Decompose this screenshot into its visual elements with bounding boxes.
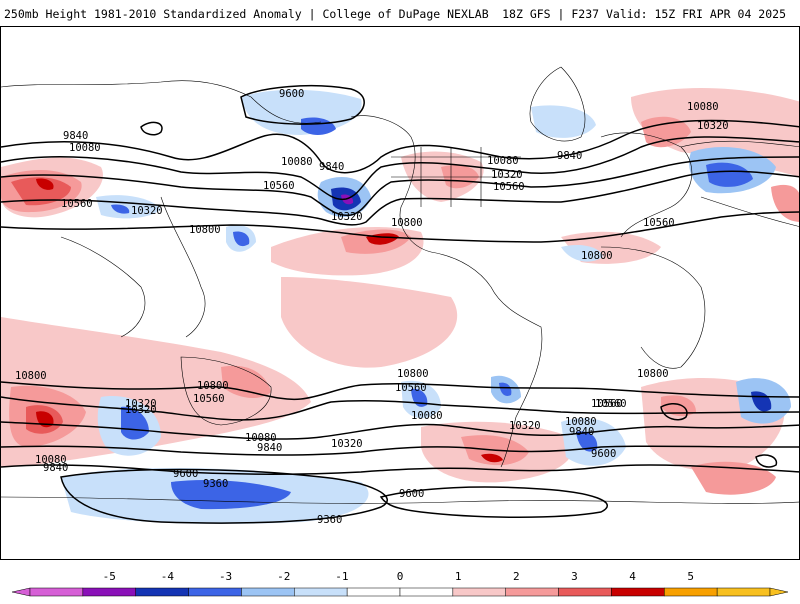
header: 250mb Height 1981-2010 Standardized Anom… (0, 0, 800, 28)
contour-label: 10560 (61, 198, 93, 210)
contour-label: 10800 (197, 380, 229, 392)
colorbar-swatch (611, 587, 665, 597)
colorbar-tick-label: 3 (571, 570, 578, 583)
contour-label: 9360 (317, 514, 342, 526)
colorbar-swatch (241, 587, 295, 597)
contour-label: 10320 (491, 169, 523, 181)
contour-label: 9600 (591, 448, 616, 460)
colorbar-swatches (11, 587, 789, 597)
colorbar-swatch (135, 587, 189, 597)
model-run-info: 18Z GFS | F237 Valid: 15Z FRI APR 04 202… (502, 7, 786, 21)
colorbar-tick-label: -5 (103, 570, 116, 583)
contour-label: 9600 (399, 488, 424, 500)
colorbar-tick-label: -1 (335, 570, 348, 583)
colorbar-swatch (505, 587, 559, 597)
contour-label: 9600 (279, 88, 304, 100)
contour-label: 10080 (281, 156, 313, 168)
colorbar-tick-label: 0 (397, 570, 404, 583)
colorbar-canvas: -5 -4 -3 -2 -1 0 1 2 3 4 5 (11, 570, 789, 597)
contour-label: 10320 (125, 398, 157, 410)
colorbar-tick-label: 1 (455, 570, 462, 583)
contour-label: 9840 (257, 442, 282, 454)
height-contours (1, 85, 799, 524)
contour-label: 10080 (487, 155, 519, 167)
contour-label: 10560 (643, 217, 675, 229)
contour-label: 10560 (493, 181, 525, 193)
contour-label: 10320 (125, 404, 157, 416)
contour-label: 10320 (697, 120, 729, 132)
colorbar-tick-label: -3 (219, 570, 232, 583)
contour-label: 10080 (35, 454, 67, 466)
contour-label: 10800 (189, 224, 221, 236)
contour-label: 9600 (173, 468, 198, 480)
contour-label: 10080 (69, 142, 101, 154)
map-canvas: 9600 9840 10080 10560 10320 10080 9840 1… (1, 66, 799, 526)
colorbar-tick-label: 5 (687, 570, 694, 583)
colorbar-swatch (664, 587, 718, 597)
colorbar: -5 -4 -3 -2 -1 0 1 2 3 4 5 (0, 566, 800, 600)
contour-label: 9840 (63, 130, 88, 142)
contour-label: 9840 (557, 150, 582, 162)
colorbar-left-arrow (11, 587, 31, 597)
contour-label: 10320 (131, 205, 163, 217)
contour-label: 10800 (581, 250, 613, 262)
contour-label: 10560 (591, 398, 623, 410)
colorbar-ticks: -5 -4 -3 -2 -1 0 1 2 3 4 5 (103, 570, 694, 583)
colorbar-swatch (558, 587, 612, 597)
contour-label: 9840 (43, 462, 68, 474)
contour-label: 9360 (203, 478, 228, 490)
colorbar-tick-label: 2 (513, 570, 520, 583)
contour-label: 10320 (509, 420, 541, 432)
contour-label: 10320 (331, 211, 363, 223)
colorbar-tick-label: 4 (629, 570, 636, 583)
colorbar-tick-label: -2 (277, 570, 290, 583)
colorbar-swatch (346, 587, 401, 597)
colorbar-swatch (399, 587, 454, 597)
colorbar-swatch (29, 587, 84, 597)
coastlines (1, 66, 799, 504)
contour-label: 10800 (391, 217, 423, 229)
contour-label: 10560 (595, 398, 627, 410)
contour-label: 10800 (15, 370, 47, 382)
contour-label: 9840 (569, 426, 594, 438)
colorbar-swatch (452, 587, 506, 597)
contour-label: 10560 (263, 180, 295, 192)
contour-label: 10560 (193, 393, 225, 405)
colorbar-right-arrow (769, 587, 789, 597)
colorbar-tick-label: -4 (161, 570, 175, 583)
map-title: 250mb Height 1981-2010 Standardized Anom… (4, 7, 489, 21)
contour-label: 10560 (395, 382, 427, 394)
contour-label: 10320 (331, 438, 363, 450)
contour-label: 10800 (397, 368, 429, 380)
world-map[interactable]: 9600 9840 10080 10560 10320 10080 9840 1… (0, 26, 800, 560)
contour-label: 10080 (565, 416, 597, 428)
contour-label: 10080 (245, 432, 277, 444)
contour-label: 9840 (319, 161, 344, 173)
colorbar-swatch (188, 587, 242, 597)
contour-label: 10080 (687, 101, 719, 113)
colorbar-swatch (294, 587, 348, 597)
colorbar-swatch (716, 587, 771, 597)
contour-label: 10800 (637, 368, 669, 380)
contour-label: 10080 (411, 410, 443, 422)
contour-labels: 9600 9840 10080 10560 10320 10080 9840 1… (15, 88, 729, 526)
colorbar-swatch (82, 587, 136, 597)
